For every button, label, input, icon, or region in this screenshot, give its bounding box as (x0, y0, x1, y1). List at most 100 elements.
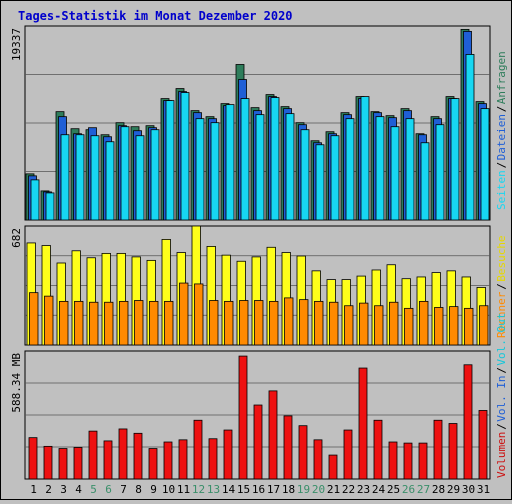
x-tick-label: 6 (105, 483, 112, 496)
bar-rechner-30 (464, 307, 474, 346)
bar-rechner-20 (314, 300, 324, 346)
bar-seiten-3 (60, 134, 70, 221)
x-tick-label: 23 (357, 483, 370, 496)
bar-seiten-4 (75, 134, 85, 221)
chart-title: Tages-Statistik im Monat Dezember 2020 (18, 9, 293, 23)
x-tick-label: 11 (177, 483, 190, 496)
bar-seiten-15 (240, 98, 250, 221)
ymax-label-top: 19337 (10, 28, 23, 61)
x-tick-label: 30 (462, 483, 475, 496)
x-tick-label: 21 (327, 483, 340, 496)
bar-seiten-14 (225, 104, 235, 221)
bar-seiten-28 (435, 124, 445, 221)
x-tick-label: 29 (447, 483, 460, 496)
bar-rechner-14 (224, 300, 234, 346)
bar-seiten-11 (180, 92, 190, 221)
bar-rechner-21 (329, 301, 339, 346)
x-tick-label: 13 (207, 483, 220, 496)
x-tick-label: 17 (267, 483, 280, 496)
x-tick-label: 8 (135, 483, 142, 496)
x-tick-label: 31 (477, 483, 490, 496)
legend-bottom-item: Vol. Out (495, 313, 508, 366)
bar-volumen-11 (178, 439, 188, 480)
x-tick-label: 2 (45, 483, 52, 496)
legend-middle-separator: / (495, 283, 508, 290)
bar-volumen-29 (448, 423, 458, 480)
bar-volumen-21 (328, 454, 338, 480)
legend-top-separator: / (495, 106, 508, 113)
bar-rechner-31 (479, 305, 489, 346)
bar-seiten-30 (465, 54, 475, 221)
bar-rechner-25 (389, 301, 399, 346)
x-tick-label: 28 (432, 483, 445, 496)
bar-volumen-24 (373, 419, 383, 480)
ymax-label-bottom: 588.34 MB (10, 353, 23, 413)
legend-middle-item: Besuche (495, 235, 508, 281)
bar-seiten-26 (405, 118, 415, 221)
ymax-label-middle: 682 (10, 228, 23, 248)
bar-seiten-17 (270, 97, 280, 221)
bar-rechner-5 (89, 301, 99, 346)
legend-top-separator: / (495, 162, 508, 169)
bar-seiten-24 (375, 116, 385, 221)
legend-top-item: Seiten (495, 170, 508, 210)
bar-volumen-16 (253, 404, 263, 480)
bar-seiten-21 (330, 135, 340, 221)
bar-rechner-7 (119, 300, 129, 346)
bar-rechner-11 (179, 282, 189, 346)
bar-rechner-22 (344, 305, 354, 346)
bar-seiten-29 (450, 98, 460, 221)
bar-rechner-16 (254, 300, 264, 346)
bar-volumen-9 (148, 448, 158, 480)
bar-rechner-3 (59, 300, 69, 346)
x-tick-label: 22 (342, 483, 355, 496)
x-tick-label: 26 (402, 483, 415, 496)
bar-volumen-2 (43, 445, 53, 480)
bar-volumen-15 (238, 355, 248, 480)
bar-rechner-28 (434, 307, 444, 346)
x-tick-label: 7 (120, 483, 127, 496)
bar-seiten-7 (120, 126, 130, 221)
bar-volumen-6 (103, 440, 113, 480)
legend-bottom-item: Vol. In (495, 375, 508, 421)
bar-rechner-29 (449, 306, 459, 346)
x-tick-label: 12 (192, 483, 205, 496)
legend-top-item: Anfragen (495, 51, 508, 104)
bar-seiten-19 (300, 129, 310, 221)
bar-rechner-2 (44, 295, 54, 346)
legend-middle-item: Rechner (495, 291, 508, 338)
bar-rechner-27 (419, 300, 429, 346)
bar-rechner-8 (134, 300, 144, 346)
bar-seiten-18 (285, 113, 295, 221)
bar-seiten-31 (480, 108, 490, 221)
bar-volumen-7 (118, 428, 128, 480)
bar-volumen-25 (388, 441, 398, 480)
bar-seiten-23 (360, 96, 370, 221)
bar-rechner-19 (299, 299, 309, 346)
bar-volumen-20 (313, 439, 323, 480)
bar-volumen-23 (358, 367, 368, 480)
x-tick-label: 19 (297, 483, 310, 496)
bar-rechner-9 (149, 300, 159, 346)
x-tick-label: 27 (417, 483, 430, 496)
bar-rechner-12 (194, 283, 204, 346)
bar-seiten-5 (90, 135, 100, 221)
bar-rechner-15 (239, 300, 249, 346)
bar-rechner-17 (269, 300, 279, 346)
bar-volumen-13 (208, 438, 218, 480)
x-tick-label: 15 (237, 483, 250, 496)
x-tick-label: 20 (312, 483, 325, 496)
bar-volumen-28 (433, 419, 443, 480)
bar-volumen-22 (343, 429, 353, 480)
bar-volumen-4 (73, 447, 83, 480)
bar-volumen-17 (268, 390, 278, 480)
bar-rechner-24 (374, 305, 384, 346)
x-tick-label: 25 (387, 483, 400, 496)
bar-volumen-31 (478, 410, 488, 480)
bar-seiten-1 (30, 179, 40, 221)
bar-volumen-30 (463, 364, 473, 480)
x-tick-label: 18 (282, 483, 295, 496)
bar-rechner-1 (29, 292, 39, 346)
